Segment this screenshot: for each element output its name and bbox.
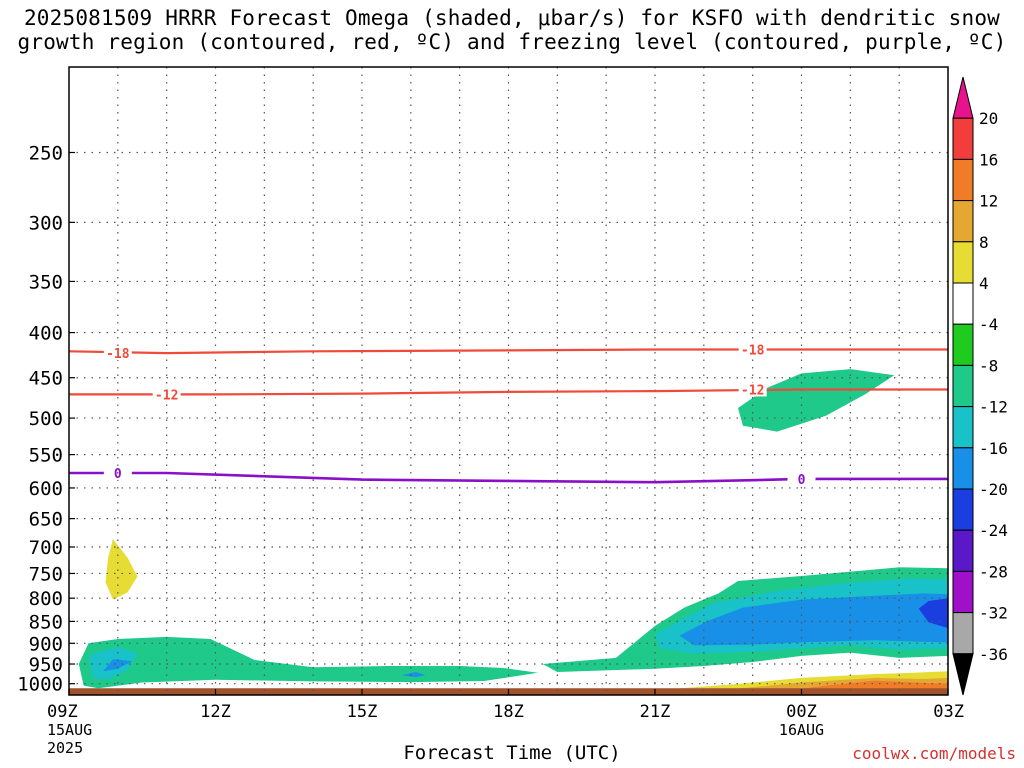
credit-link[interactable]: coolwx.com/models <box>852 744 1016 763</box>
omega-region-4-5 <box>635 473 948 576</box>
contour-label-bg--12-0 <box>152 387 181 402</box>
colorbar-label-0: 20 <box>979 109 998 128</box>
colorbar-label-8: -16 <box>979 439 1008 458</box>
y-tick-label-650: 650 <box>29 509 63 531</box>
colorbar-swatch-2 <box>952 158 974 202</box>
colorbar-label-4: 4 <box>979 274 989 293</box>
colorbar-swatch-3 <box>952 200 974 243</box>
y-tick-label-500: 500 <box>29 408 63 430</box>
x-tick-label-21Z: 21Z <box>640 702 671 722</box>
y-tick-label-350: 350 <box>29 271 63 293</box>
y-tick-label-550: 550 <box>29 445 63 467</box>
colorbar-label-2: 12 <box>979 192 998 211</box>
colorbar-top-arrow <box>952 76 974 119</box>
colorbar-label-13: -36 <box>979 645 1008 664</box>
contour-label-bg--18-0 <box>103 346 132 361</box>
colorbar-swatch-9 <box>952 447 974 490</box>
x-year-label: 2025 <box>47 739 83 757</box>
title-line-2: growth region (contoured, red, ºC) and f… <box>17 30 1007 54</box>
y-tick-label-800: 800 <box>29 588 63 610</box>
colorbar-swatch-1 <box>952 117 974 160</box>
contour-label-bg-0-1 <box>787 471 816 486</box>
x-axis-label: Forecast Time (UTC) <box>403 742 621 764</box>
y-tick-label-250: 250 <box>29 142 63 164</box>
title-line-1: 2025081509 HRRR Forecast Omega (shaded, … <box>23 6 1001 30</box>
colorbar-label-1: 16 <box>979 150 998 169</box>
contour--18 <box>69 348 948 355</box>
x-date-label-16AUG: 16AUG <box>779 721 824 739</box>
contour-label-0-0: 0 <box>114 467 122 482</box>
chart-title: 2025081509 HRRR Forecast Omega (shaded, … <box>0 6 1024 54</box>
contour-label--18-0: -18 <box>106 347 130 362</box>
omega-region-neg8-6 <box>78 636 538 689</box>
omega-region-neg20-13 <box>918 598 948 629</box>
x-tick-label-18Z: 18Z <box>493 702 524 722</box>
colorbar-swatch-5 <box>952 282 974 325</box>
x-date-label-15AUG: 15AUG <box>47 721 92 739</box>
contour-label--12-0: -12 <box>155 388 178 403</box>
y-tick-label-1000: 1000 <box>17 674 63 696</box>
colorbar-swatch-10 <box>952 488 974 531</box>
contour-0 <box>69 471 948 484</box>
colorbar-swatch-12 <box>952 570 974 614</box>
colorbar-label-9: -20 <box>979 480 1008 499</box>
colorbar-bottom-arrow <box>952 653 974 696</box>
colorbar-label-3: 8 <box>979 233 989 252</box>
plot-area: -18 -18 -12 -12 0 0 <box>69 67 948 695</box>
y-tick-label-450: 450 <box>29 368 63 390</box>
omega-region-neg16-8 <box>103 659 133 672</box>
y-tick-label-850: 850 <box>29 611 63 633</box>
omega-region-neg8-1 <box>738 369 895 432</box>
y-tick-label-700: 700 <box>29 537 63 559</box>
omega-region-4-4 <box>220 593 533 635</box>
colorbar-swatch-7 <box>952 364 974 408</box>
colorbar-label-10: -24 <box>979 521 1008 540</box>
x-tick-label-09Z: 09Z <box>47 702 78 722</box>
omega-region-8-3 <box>105 539 138 600</box>
contour-label--18-1: -18 <box>741 343 765 358</box>
colorbar-label-6: -8 <box>979 356 998 375</box>
colorbar-swatch-6 <box>952 323 974 366</box>
colorbar-label-7: -12 <box>979 398 1008 417</box>
contour-label-bg--12-1 <box>738 382 767 397</box>
contour-label-bg-0-0 <box>103 465 132 480</box>
y-tick-label-400: 400 <box>29 323 63 345</box>
colorbar-label-12: -32 <box>979 604 1008 623</box>
y-tick-label-900: 900 <box>29 633 63 655</box>
omega-region-neg16-9 <box>401 672 426 678</box>
x-tick-label-03Z: 03Z <box>933 702 964 722</box>
x-tick-label-15Z: 15Z <box>347 702 378 722</box>
colorbar-swatch-4 <box>952 241 974 284</box>
y-tick-label-750: 750 <box>29 563 63 585</box>
omega-region-4-0 <box>913 170 948 225</box>
y-tick-label-950: 950 <box>29 654 63 676</box>
colorbar-label-5: -4 <box>979 315 998 334</box>
contour-label-0-1: 0 <box>798 473 806 488</box>
colorbar-label-11: -28 <box>979 562 1008 581</box>
colorbar-swatch-11 <box>952 529 974 572</box>
colorbar-swatch-13 <box>952 612 974 655</box>
contour-label-bg--18-1 <box>738 342 767 357</box>
y-tick-label-300: 300 <box>29 212 63 234</box>
x-tick-label-00Z: 00Z <box>786 702 817 722</box>
contour-label--12-1: -12 <box>741 383 764 398</box>
y-tick-label-600: 600 <box>29 478 63 500</box>
x-tick-label-12Z: 12Z <box>200 702 231 722</box>
omega-region-neg16-12 <box>679 593 948 646</box>
contour--12 <box>69 388 948 396</box>
colorbar-swatch-8 <box>952 406 974 449</box>
